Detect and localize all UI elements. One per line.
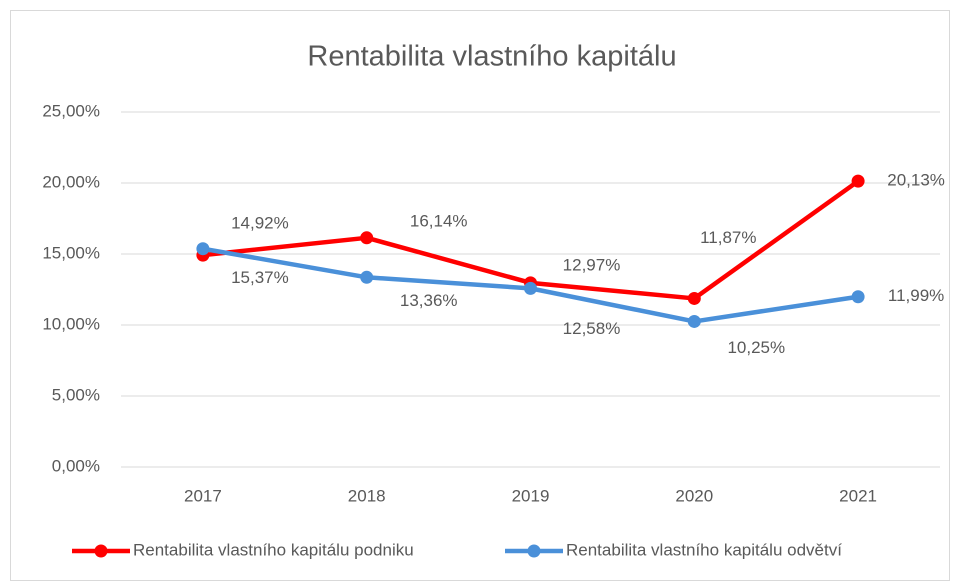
legend-marker (527, 544, 541, 558)
x-tick-label: 2021 (839, 486, 877, 505)
x-tick-label: 2017 (184, 486, 222, 505)
data-label: 11,87% (700, 228, 756, 247)
data-point (687, 314, 701, 328)
legend-marker (94, 544, 108, 558)
data-point (851, 290, 865, 304)
data-label: 16,14% (410, 211, 468, 230)
y-tick-label: 20,00% (42, 172, 100, 191)
y-tick-label: 5,00% (52, 385, 100, 404)
legend-label: Rentabilita vlastního kapitálu podniku (133, 540, 414, 559)
chart-border (10, 10, 950, 581)
legend-label: Rentabilita vlastního kapitálu odvětví (566, 540, 842, 559)
data-label: 20,13% (887, 171, 945, 190)
data-label: 11,99% (888, 286, 944, 305)
data-point (524, 281, 537, 295)
x-tick-label: 2020 (675, 486, 713, 505)
data-label: 12,97% (563, 255, 621, 274)
y-tick-label: 25,00% (42, 101, 100, 120)
x-tick-label: 2019 (512, 486, 550, 505)
y-tick-label: 0,00% (52, 456, 100, 475)
y-tick-label: 15,00% (42, 243, 100, 262)
data-point (687, 291, 701, 305)
data-label: 10,25% (727, 338, 785, 357)
data-label: 12,58% (563, 319, 621, 338)
data-label: 14,92% (231, 214, 289, 233)
chart-title: Rentabilita vlastního kapitálu (307, 41, 676, 73)
x-tick-label: 2018 (348, 486, 386, 505)
data-label: 13,36% (400, 291, 458, 310)
data-point (360, 231, 374, 245)
data-label: 15,37% (231, 268, 289, 287)
data-point (851, 174, 865, 188)
data-point (360, 270, 374, 284)
data-point (196, 242, 210, 256)
y-tick-label: 10,00% (42, 314, 100, 333)
